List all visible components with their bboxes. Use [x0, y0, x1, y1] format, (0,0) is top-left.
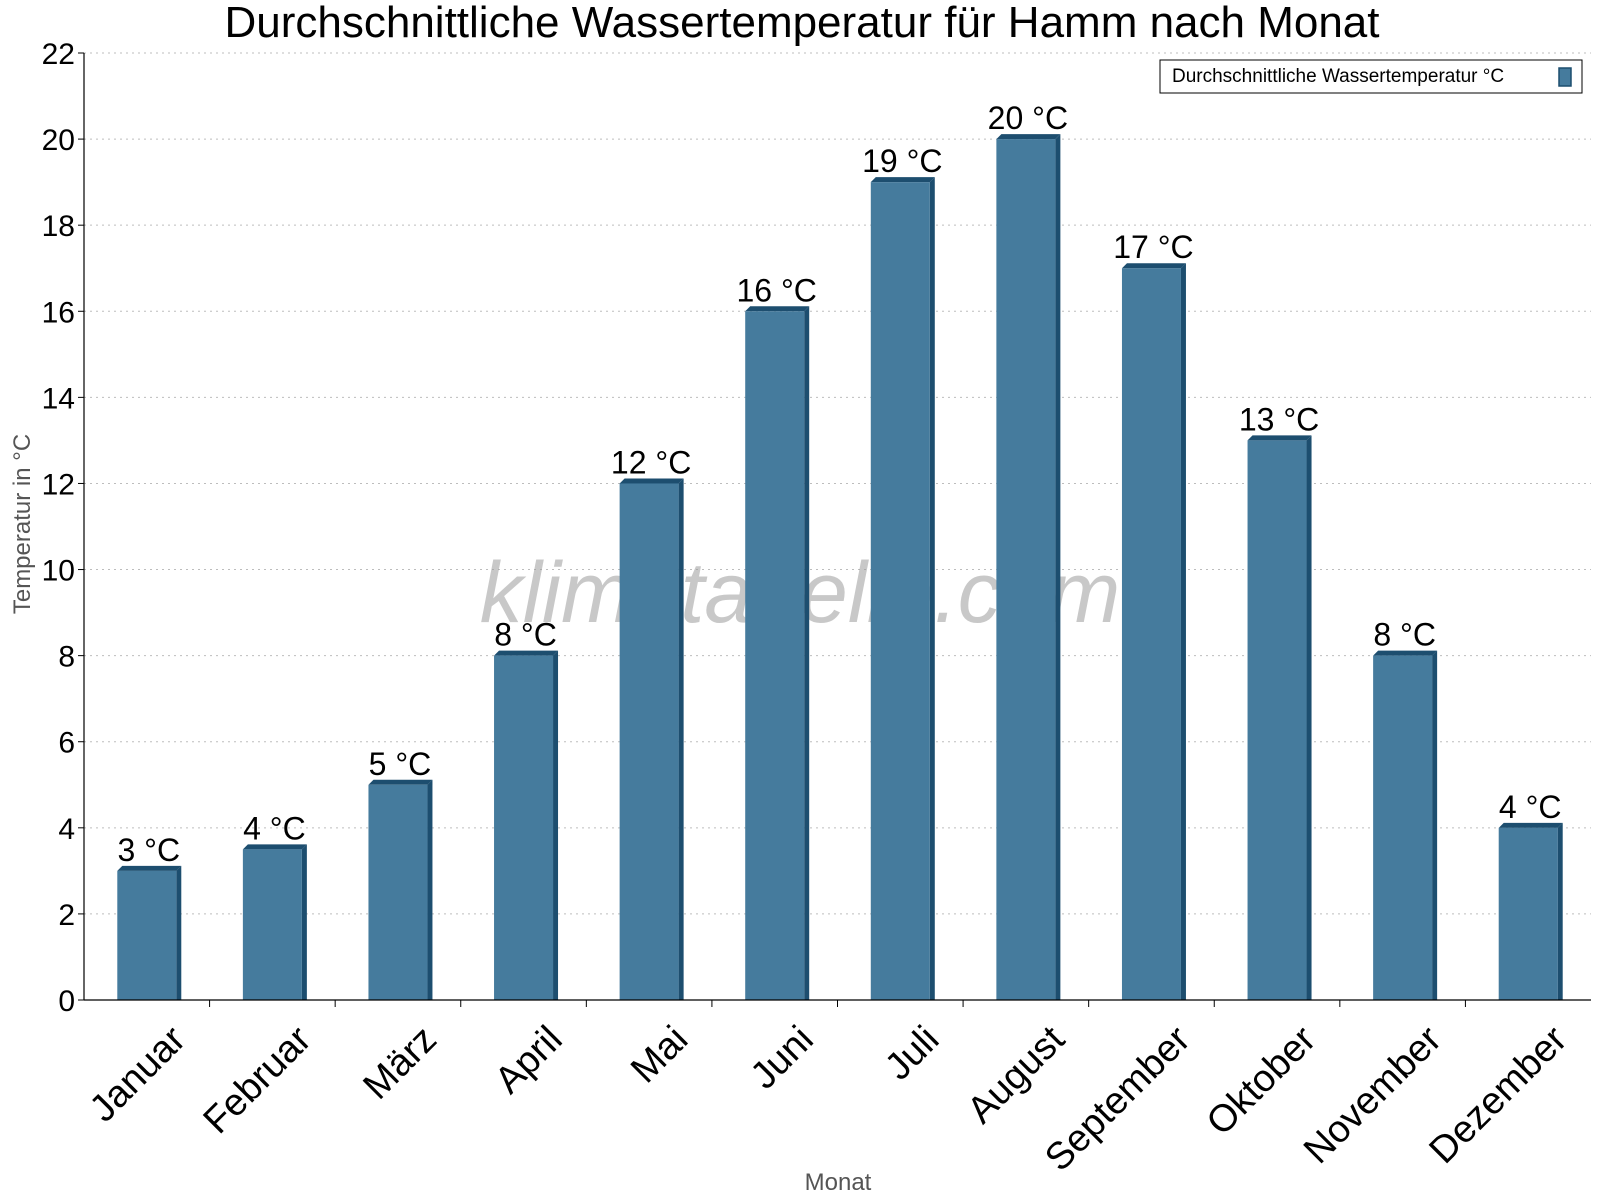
y-tick-label: 14 [42, 382, 75, 415]
bar-top [1498, 822, 1563, 828]
x-tick-label: Januar [82, 1018, 194, 1130]
legend-label: Durchschnittliche Wassertemperatur °C [1172, 66, 1504, 87]
data-label: 5 °C [369, 746, 432, 782]
bar-4 [619, 478, 684, 1000]
bar-top [996, 134, 1061, 140]
data-label: 20 °C [988, 100, 1068, 136]
bar-side [553, 650, 559, 1000]
data-label: 17 °C [1113, 229, 1193, 265]
bar-top [368, 779, 433, 785]
legend-swatch [1558, 67, 1572, 87]
y-tick-label: 10 [42, 555, 75, 588]
bar-0 [117, 865, 182, 1000]
bar-side [1432, 650, 1438, 1000]
data-label: 16 °C [737, 272, 817, 308]
x-tick-label: Februar [196, 1018, 320, 1142]
bar-3 [494, 650, 559, 1000]
y-tick-label: 20 [42, 124, 75, 157]
bar-front [117, 870, 177, 1000]
bars [117, 134, 1563, 1001]
bar-front [619, 483, 679, 1000]
bar-side [176, 865, 182, 1000]
y-tick-label: 18 [42, 210, 75, 243]
x-tick-label: Mai [623, 1018, 696, 1091]
bar-top [745, 306, 810, 312]
x-tick-label: August [960, 1018, 1074, 1132]
axes [78, 52, 1591, 1007]
bar-top [870, 177, 935, 183]
y-tick-labels: 0 2 4 6 8 10 12 14 16 18 20 22 [42, 38, 75, 1018]
grid-lines [84, 52, 1591, 915]
bar-top [1373, 650, 1438, 656]
y-tick-label: 16 [42, 296, 75, 329]
bar-side [804, 306, 810, 1001]
bar-front [1121, 268, 1181, 1000]
bar-front [368, 784, 428, 1000]
bar-top [619, 478, 684, 484]
bar-top [494, 650, 559, 656]
bar-front [996, 139, 1056, 1000]
bar-10 [1373, 650, 1438, 1000]
bar-8 [1121, 263, 1186, 1000]
bar-front [1247, 440, 1307, 1001]
data-label: 13 °C [1239, 401, 1319, 437]
data-label: 12 °C [611, 444, 691, 480]
x-tick-labels: Januar Februar März April Mai Juni Juli AugustS… [82, 1018, 1576, 1179]
bar-front [242, 849, 302, 1000]
bar-side [427, 779, 433, 1000]
y-tick-label: 0 [58, 985, 75, 1018]
y-tick-label: 12 [42, 468, 75, 501]
bar-front [494, 655, 554, 1000]
chart-title: Durchschnittliche Wassertemperatur für H… [225, 0, 1380, 47]
bar-side [1055, 134, 1061, 1000]
bar-top [1121, 263, 1186, 269]
bar-top [117, 865, 182, 871]
y-tick-label: 8 [58, 641, 75, 674]
y-tick-label: 4 [58, 813, 75, 846]
bar-2 [368, 779, 433, 1000]
bar-side [301, 844, 307, 1000]
legend-box [1159, 59, 1583, 94]
bar-top [1247, 435, 1312, 441]
data-label: 4 °C [1499, 789, 1562, 825]
bar-side [1306, 435, 1312, 1001]
data-labels: 3 °C 4 °C 5 °C 8 °C 12 °C 16 °C 19 °C 20 °C 17 °… [117, 100, 1561, 868]
x-tick-label: Oktober [1199, 1018, 1325, 1144]
bar-6 [870, 177, 935, 1001]
bar-side [678, 478, 684, 1000]
data-label: 4 °C [243, 810, 306, 846]
y-tick-label: 6 [58, 727, 75, 760]
x-axis-title: Monat [805, 1169, 872, 1196]
bar-front [1373, 655, 1433, 1000]
bar-9 [1247, 435, 1312, 1001]
data-label: 3 °C [117, 832, 180, 868]
data-label: 8 °C [494, 617, 557, 653]
y-tick-label: 2 [58, 899, 75, 932]
data-label: 19 °C [862, 143, 942, 179]
bar-front [1498, 827, 1558, 1000]
y-axis-title: Temperatur in °C [9, 434, 36, 614]
bar-11 [1498, 822, 1563, 1000]
x-tick-label: April [487, 1018, 570, 1101]
x-tick-label: März [356, 1018, 445, 1107]
bar-front [870, 182, 930, 1001]
x-tick-label: Juni [743, 1018, 822, 1097]
bar-5 [745, 306, 810, 1001]
bar-side [1180, 263, 1186, 1000]
bar-top [242, 844, 307, 850]
bar-7 [996, 134, 1061, 1000]
data-label: 8 °C [1373, 617, 1436, 653]
bar-front [745, 311, 805, 1001]
bar-side [1557, 822, 1563, 1000]
x-tick-label: Dezember [1422, 1018, 1576, 1172]
legend: Durchschnittliche Wassertemperatur °C [1159, 59, 1583, 94]
x-tick-label: Juli [877, 1018, 947, 1088]
y-tick-label: 22 [42, 38, 75, 71]
bar-1 [242, 844, 307, 1000]
bar-side [929, 177, 935, 1001]
